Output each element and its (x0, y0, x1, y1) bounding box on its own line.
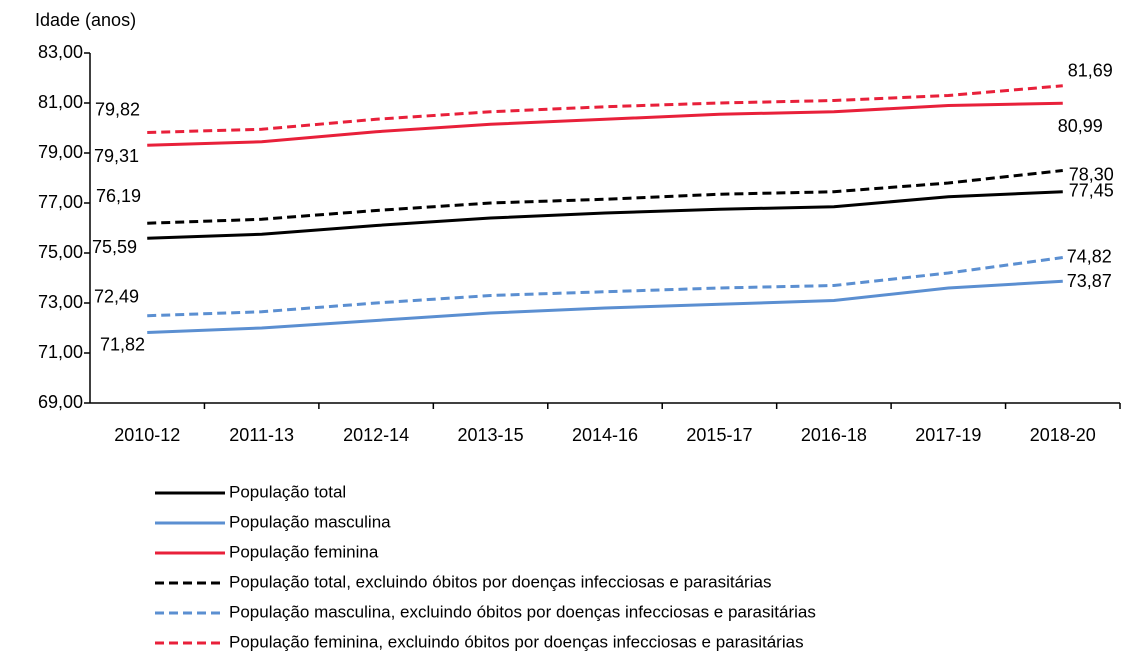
data-label: 75,59 (92, 237, 137, 257)
y-tick-label: 79,00 (38, 142, 83, 162)
series-line (147, 190, 1063, 240)
x-tick-label: 2016-18 (801, 425, 867, 445)
data-label: 81,69 (1068, 61, 1113, 81)
series-line (147, 84, 1063, 134)
series-line (147, 101, 1063, 147)
data-label: 73,87 (1067, 271, 1112, 291)
x-tick-label: 2018-20 (1030, 425, 1096, 445)
data-label: 74,82 (1067, 246, 1112, 266)
legend-label: População masculina, excluindo óbitos po… (229, 602, 816, 621)
y-axis-label: Idade (anos) (35, 10, 136, 30)
y-tick-label: 77,00 (38, 192, 83, 212)
series-line (147, 256, 1063, 318)
x-tick-label: 2015-17 (686, 425, 752, 445)
data-label: 76,19 (96, 186, 141, 206)
y-tick-label: 81,00 (38, 92, 83, 112)
series-line (147, 169, 1063, 225)
x-tick-label: 2017-19 (915, 425, 981, 445)
series-line (147, 279, 1063, 334)
legend-label: População total (229, 482, 346, 501)
data-label: 77,45 (1069, 181, 1114, 201)
legend-label: População masculina (229, 512, 391, 531)
data-label: 72,49 (94, 287, 139, 307)
y-tick-label: 73,00 (38, 292, 83, 312)
legend-label: População feminina, excluindo óbitos por… (229, 632, 804, 651)
x-tick-label: 2013-15 (458, 425, 524, 445)
data-label: 71,82 (100, 334, 145, 354)
legend-label: População feminina (229, 542, 379, 561)
y-tick-label: 69,00 (38, 392, 83, 412)
data-label: 79,82 (95, 99, 140, 119)
x-tick-label: 2011-13 (229, 425, 294, 445)
y-tick-label: 75,00 (38, 242, 83, 262)
x-tick-label: 2012-14 (343, 425, 409, 445)
y-tick-label: 71,00 (38, 342, 83, 362)
legend-label: População total, excluindo óbitos por do… (229, 572, 771, 591)
x-tick-label: 2010-12 (114, 425, 180, 445)
data-label: 80,99 (1058, 116, 1103, 136)
x-tick-label: 2014-16 (572, 425, 638, 445)
data-label: 78,30 (1069, 164, 1114, 184)
data-label: 79,31 (94, 146, 139, 166)
y-tick-label: 83,00 (38, 42, 83, 62)
